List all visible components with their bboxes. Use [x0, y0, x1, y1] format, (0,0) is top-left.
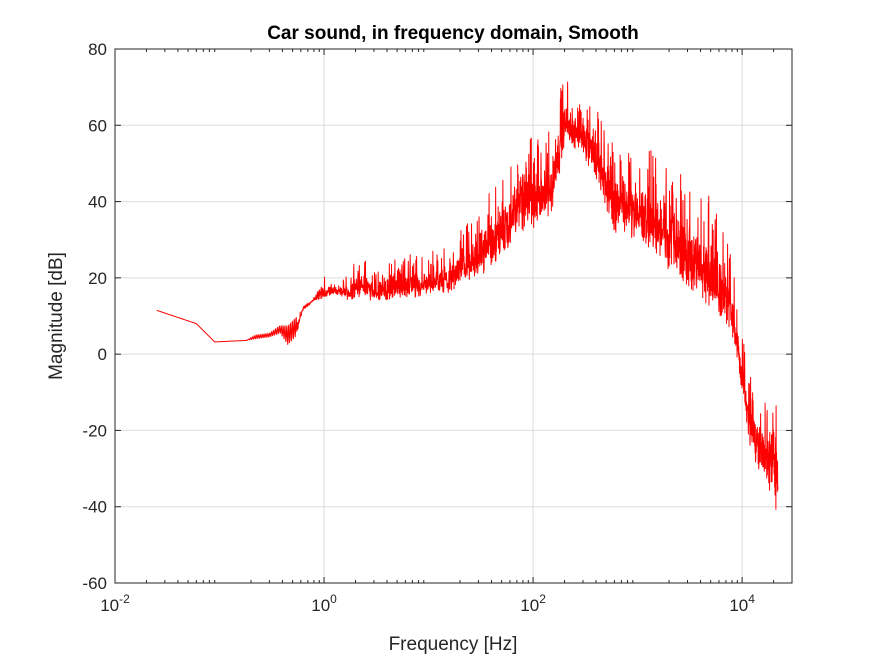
y-axis-label: Magnitude [dB]: [46, 252, 67, 380]
axes-box: [114, 48, 793, 584]
x-tick-label: 104: [729, 592, 755, 615]
x-axis-label: Frequency [Hz]: [389, 634, 518, 655]
x-tick-label: 10-2: [100, 592, 130, 615]
y-tick-label: 0: [98, 345, 107, 364]
y-tick-label: 60: [88, 116, 107, 135]
y-tick-label: 80: [88, 40, 107, 59]
x-tick-label: 102: [520, 592, 546, 615]
y-tick-label: -60: [82, 574, 107, 593]
chart-title: Car sound, in frequency domain, Smooth: [267, 23, 639, 44]
series-line: [156, 81, 779, 510]
grid-lines: [114, 48, 792, 584]
y-tick-label: 20: [88, 269, 107, 288]
y-tick-label: -40: [82, 498, 107, 517]
y-tick-label: -20: [82, 421, 107, 440]
y-tick-label: 40: [88, 193, 107, 212]
x-tick-label: 100: [311, 592, 337, 615]
series-group: [156, 81, 779, 510]
tick-group: 10-2 100 102 104 -60 -40 -20 0 20 40 60 80: [82, 40, 793, 615]
plot-area: [115, 49, 792, 583]
